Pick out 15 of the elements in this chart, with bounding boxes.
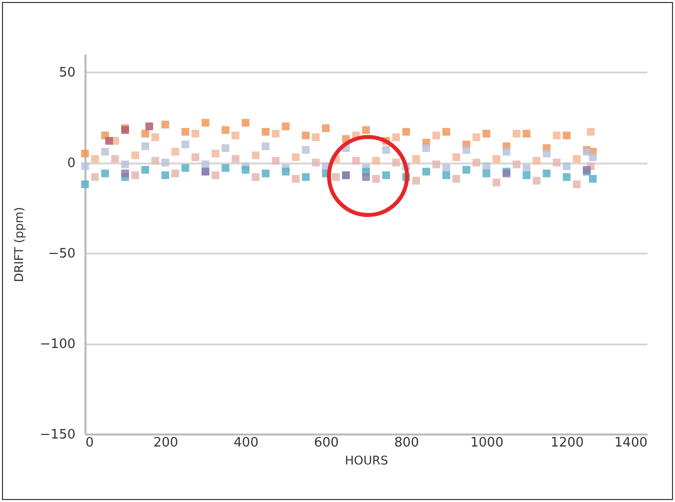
x-tick-label: 1000 xyxy=(470,436,504,450)
x-tick-label: 1400 xyxy=(614,436,648,450)
y-tick-label: −150 xyxy=(40,428,76,442)
x-axis-title: HOURS xyxy=(344,454,388,468)
x-tick-label: 600 xyxy=(314,436,339,450)
y-tick-label: −100 xyxy=(40,337,76,352)
x-tick-label: 800 xyxy=(394,436,420,450)
x-tick-label: 1200 xyxy=(550,436,584,450)
x-tick-label: 400 xyxy=(234,436,258,450)
y-tick-label: 0 xyxy=(67,156,76,172)
x-tick-label: 0 xyxy=(86,436,94,450)
x-tick-label: 200 xyxy=(153,436,178,450)
y-axis-title: DRIFT (ppm) xyxy=(12,206,26,282)
y-tick-label: −50 xyxy=(48,246,76,262)
y-tick-label: 50 xyxy=(58,66,76,81)
